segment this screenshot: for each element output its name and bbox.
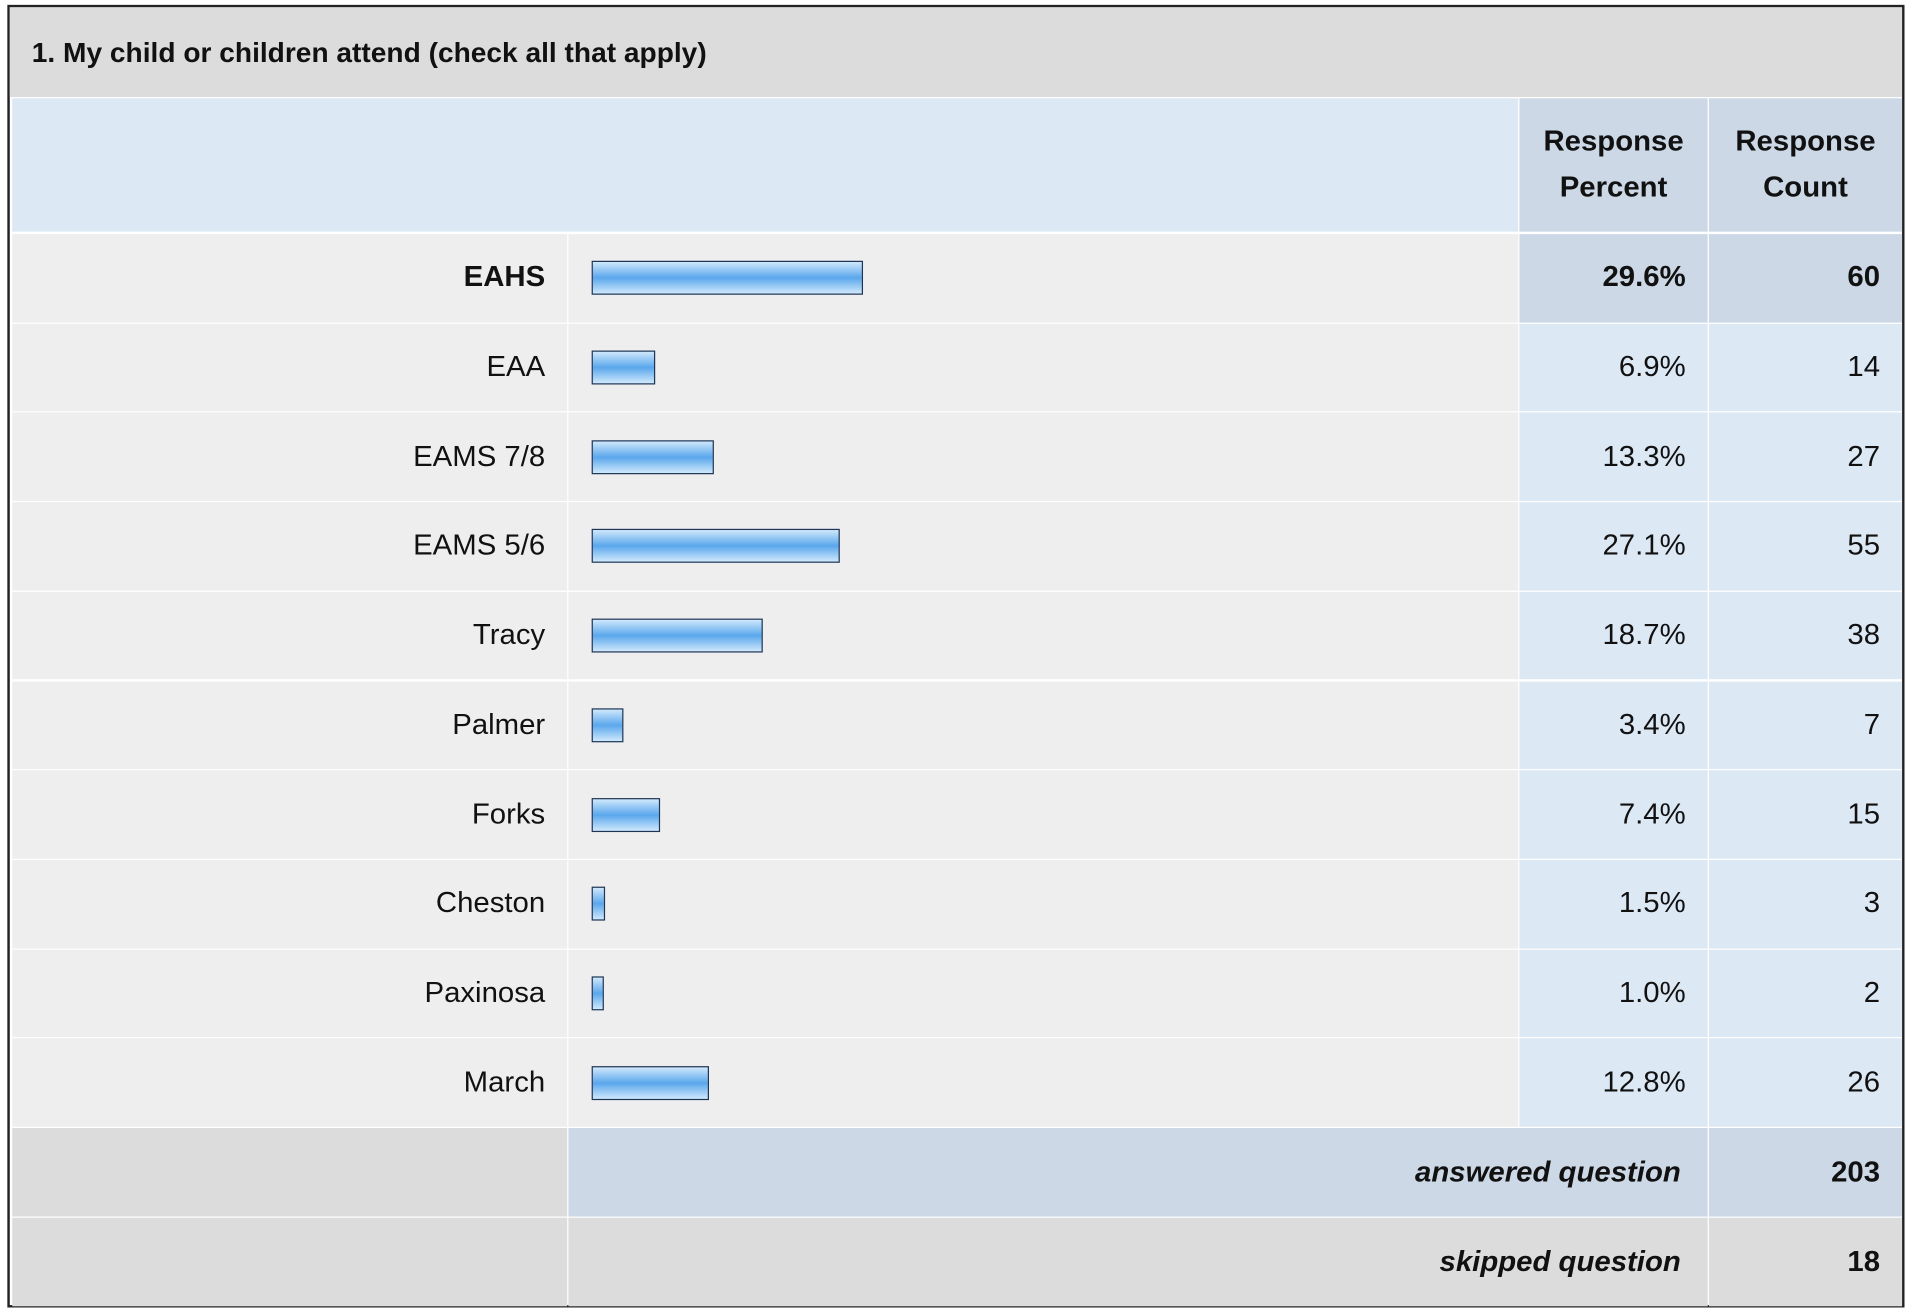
bar-cell	[568, 412, 1519, 502]
response-percent: 12.8%	[1519, 1038, 1708, 1127]
response-count: 7	[1708, 681, 1903, 770]
row-label: Palmer	[12, 681, 568, 770]
response-count: 60	[1708, 234, 1903, 323]
response-count: 2	[1708, 949, 1903, 1038]
bar-cell	[568, 859, 1519, 948]
bar	[591, 350, 655, 385]
bar	[591, 439, 714, 474]
bar	[591, 797, 660, 832]
bar	[591, 708, 623, 743]
bar-cell	[568, 1038, 1519, 1127]
bar-cell	[568, 770, 1519, 859]
skipped-count: 18	[1708, 1217, 1903, 1307]
response-count: 26	[1708, 1038, 1903, 1127]
row-label: Forks	[12, 770, 568, 859]
response-count: 3	[1708, 859, 1903, 948]
response-percent: 7.4%	[1519, 770, 1708, 859]
row-label: EAHS	[12, 234, 568, 323]
bar-cell	[568, 949, 1519, 1038]
bar-cell	[568, 323, 1519, 412]
row-label: EAMS 5/6	[12, 502, 568, 591]
row-label: EAMS 7/8	[12, 412, 568, 502]
response-percent: 1.5%	[1519, 859, 1708, 948]
response-percent: 13.3%	[1519, 412, 1708, 502]
answered-count: 203	[1708, 1127, 1903, 1217]
response-count: 27	[1708, 412, 1903, 502]
row-label: March	[12, 1038, 568, 1127]
bar	[591, 618, 764, 653]
column-header: Response Count	[1708, 98, 1903, 232]
bar	[591, 976, 604, 1011]
response-count: 14	[1708, 323, 1903, 412]
response-count: 38	[1708, 591, 1903, 680]
response-count: 15	[1708, 770, 1903, 859]
response-percent: 6.9%	[1519, 323, 1708, 412]
footer-blank	[12, 1127, 568, 1217]
skipped-label: skipped question	[568, 1217, 1708, 1307]
response-percent: 3.4%	[1519, 681, 1708, 770]
response-percent: 27.1%	[1519, 502, 1708, 591]
response-count: 55	[1708, 502, 1903, 591]
row-label: Tracy	[12, 591, 568, 680]
response-percent: 1.0%	[1519, 949, 1708, 1038]
answered-label: answered question	[568, 1127, 1708, 1217]
response-percent: 18.7%	[1519, 591, 1708, 680]
bar	[591, 1065, 709, 1100]
bar-cell	[568, 681, 1519, 770]
response-percent: 29.6%	[1519, 234, 1708, 323]
title-bar: 1. My child or children attend (check al…	[9, 7, 1903, 98]
row-label: Paxinosa	[12, 949, 568, 1038]
bar	[591, 261, 864, 296]
row-label: EAA	[12, 323, 568, 412]
footer-blank	[12, 1217, 568, 1307]
header-blank	[12, 98, 1519, 232]
column-header: Response Percent	[1519, 98, 1708, 232]
bar	[591, 529, 841, 564]
row-label: Cheston	[12, 859, 568, 948]
bar	[591, 886, 606, 921]
